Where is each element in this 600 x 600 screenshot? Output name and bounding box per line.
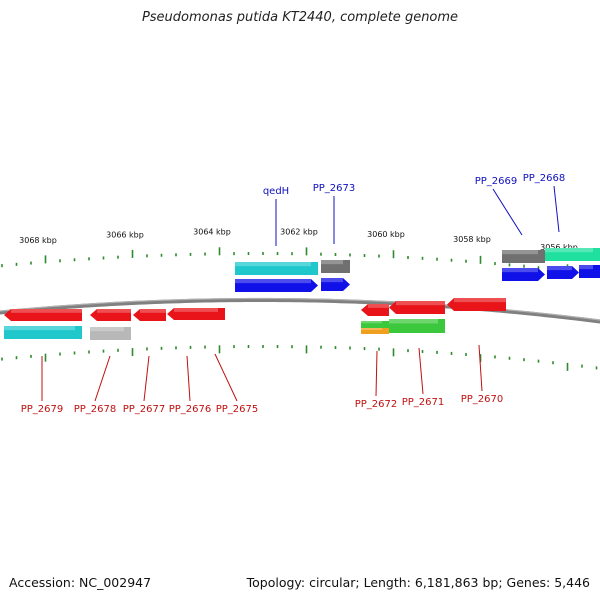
gene-PP_2677-arrow bbox=[133, 309, 166, 321]
label-PP_2670-line bbox=[478, 344, 483, 392]
gene-qedH-cds bbox=[235, 262, 318, 275]
scale-labels: 3068 kbp 3066 kbp 3064 kbp 3062 kbp 3060 kbp… bbox=[19, 227, 578, 252]
label-PP_2671: PP_2671 bbox=[402, 397, 445, 408]
gene-PP_2672-cds-b bbox=[361, 328, 389, 334]
scale-label: 3066 kbp bbox=[106, 230, 144, 239]
gene-PP_2679-arrow bbox=[4, 309, 82, 321]
gene-features bbox=[4, 248, 600, 340]
scale-label: 3056 kbp bbox=[540, 243, 578, 252]
gene-PP_2668-arrow bbox=[547, 266, 579, 279]
label-PP_2668-line bbox=[553, 185, 560, 233]
gene-PP_2669-cds bbox=[502, 250, 545, 263]
gene-PP_2671-cds bbox=[389, 319, 445, 333]
label-PP_2678: PP_2678 bbox=[74, 404, 117, 415]
scale-label: 3062 kbp bbox=[280, 227, 318, 236]
gene-PP_2673-arrow bbox=[321, 278, 350, 291]
gene-PP_2679-cds bbox=[4, 326, 82, 339]
label-PP_2675-line bbox=[214, 353, 238, 402]
label-qedH: qedH bbox=[263, 186, 289, 197]
gene-PP_2671-arrow bbox=[389, 301, 445, 314]
accession-text: Accession: NC_002947 bbox=[9, 575, 152, 590]
map-title: Pseudomonas putida KT2440, complete geno… bbox=[141, 10, 459, 25]
scale-label: 3064 kbp bbox=[193, 227, 231, 236]
label-PP_2669: PP_2669 bbox=[475, 176, 518, 187]
label-PP_2676: PP_2676 bbox=[169, 404, 212, 415]
gene-edge-arrow bbox=[579, 265, 600, 278]
label-PP_2675: PP_2675 bbox=[216, 404, 259, 415]
genome-backbone bbox=[0, 297, 600, 324]
label-PP_2672: PP_2672 bbox=[355, 399, 398, 410]
scale-label: 3060 kbp bbox=[367, 230, 405, 239]
gene-PP_2668-cds bbox=[545, 248, 600, 261]
gene-PP_2670-arrow bbox=[447, 298, 506, 311]
gene-PP_2676-arrow bbox=[167, 308, 207, 320]
label-PP_2669-line bbox=[492, 188, 523, 236]
label-PP_2668: PP_2668 bbox=[523, 173, 566, 184]
label-PP_2670: PP_2670 bbox=[461, 394, 504, 405]
gene-PP_2672-arrow bbox=[361, 304, 389, 316]
label-PP_2679: PP_2679 bbox=[21, 404, 64, 415]
gene-PP_2672-cds-a bbox=[361, 321, 389, 328]
label-PP_2678-line bbox=[94, 355, 111, 402]
gene-PP_2673-cds bbox=[321, 260, 350, 273]
scale-label: 3058 kbp bbox=[453, 235, 491, 244]
label-PP_2677: PP_2677 bbox=[123, 404, 166, 415]
label-PP_2676-line bbox=[186, 355, 191, 402]
label-PP_2671-line bbox=[418, 347, 424, 395]
gene-PP_2678-cds bbox=[90, 327, 131, 340]
label-PP_2677-line bbox=[143, 355, 150, 402]
scale-label: 3068 kbp bbox=[19, 236, 57, 245]
topology-summary: Topology: circular; Length: 6,181,863 bp… bbox=[246, 575, 590, 590]
gene-callouts: qedH PP_2673 PP_2669 PP_2668 PP_2679 PP_2678 P… bbox=[21, 173, 566, 415]
label-PP_2672-line bbox=[375, 350, 378, 397]
gene-PP_2669-arrow bbox=[502, 268, 545, 281]
gene-PP_2675-arrow bbox=[207, 308, 225, 320]
gene-qedH-arrow bbox=[235, 279, 318, 292]
label-PP_2673: PP_2673 bbox=[313, 183, 356, 194]
gene-PP_2678-arrow bbox=[90, 309, 131, 321]
